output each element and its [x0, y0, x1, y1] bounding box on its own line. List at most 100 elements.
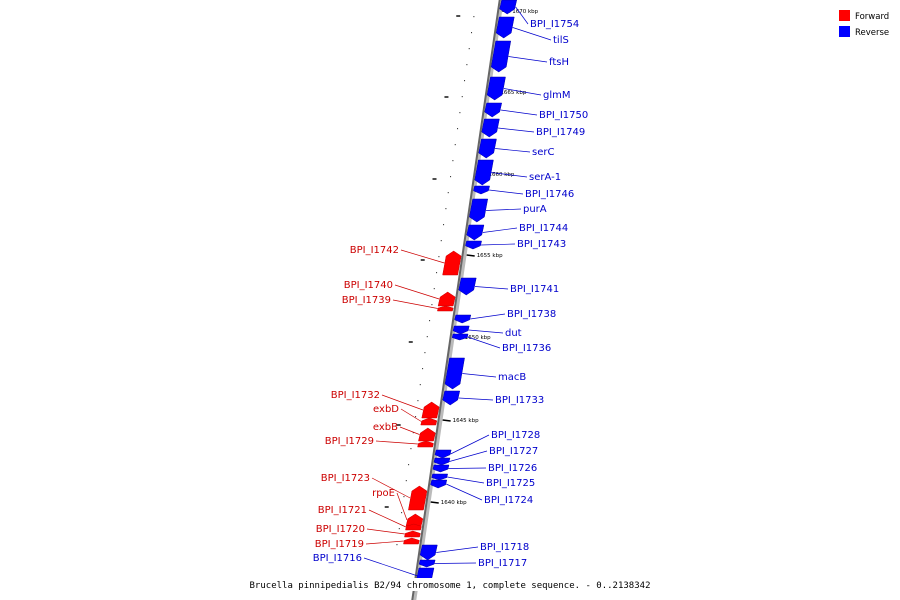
gene-arrow[interactable]	[444, 357, 465, 390]
gene-arrow[interactable]	[469, 198, 489, 223]
gene-label[interactable]: tilS	[553, 35, 569, 46]
gene-label[interactable]: BPI_I1746	[525, 189, 574, 200]
gene-label[interactable]: BPI_I1720	[316, 524, 365, 535]
gene-label[interactable]: BPI_I1750	[539, 110, 588, 121]
gene-BPI_I1728[interactable]: BPI_I1728	[434, 430, 540, 459]
gene-BPI_I1740[interactable]: BPI_I1740	[344, 280, 456, 307]
gene-BPI_I1717[interactable]: BPI_I1717	[418, 558, 527, 569]
gene-arrow[interactable]	[408, 485, 428, 511]
gene-label[interactable]: purA	[523, 204, 547, 215]
gene-arrow[interactable]	[442, 250, 462, 276]
gene-BPI_I1723[interactable]: BPI_I1723	[321, 473, 428, 511]
gene-arrow[interactable]	[420, 417, 438, 426]
gene-arrow[interactable]	[431, 473, 448, 481]
gene-BPI_I1746[interactable]: BPI_I1746	[473, 185, 574, 200]
gene-BPI_I1719[interactable]: BPI_I1719	[315, 537, 420, 550]
gene-BPI_I1718[interactable]: BPI_I1718	[419, 542, 529, 561]
gene-arrow[interactable]	[490, 40, 512, 73]
gene-label[interactable]: serC	[532, 147, 554, 158]
gene-BPI_I1736[interactable]: BPI_I1736	[451, 333, 551, 354]
gene-label[interactable]: exbD	[373, 404, 399, 415]
gene-label[interactable]: BPI_I1728	[491, 430, 540, 441]
gene-tilS[interactable]: tilS	[495, 16, 569, 46]
gene-BPI_I1725[interactable]: BPI_I1725	[431, 473, 535, 489]
gene-label[interactable]: BPI_I1733	[495, 395, 544, 406]
gene-label[interactable]: BPI_I1717	[478, 558, 527, 569]
gene-arrow[interactable]	[473, 185, 490, 195]
gene-serA-1[interactable]: serA-1	[474, 159, 561, 186]
gene-BPI_I1724[interactable]: BPI_I1724	[430, 479, 534, 506]
gene-label[interactable]: BPI_I1738	[507, 309, 556, 320]
gene-BPI_I1741[interactable]: BPI_I1741	[458, 277, 560, 296]
gene-arrow[interactable]	[419, 544, 438, 561]
gene-exbD[interactable]: exbD	[373, 404, 438, 426]
gene-arrow[interactable]	[437, 305, 454, 312]
gene-label[interactable]: BPI_I1744	[519, 223, 568, 234]
gene-BPI_I1743[interactable]: BPI_I1743	[465, 239, 566, 250]
gene-arrow[interactable]	[458, 277, 477, 296]
gene-label[interactable]: BPI_I1740	[344, 280, 393, 291]
gene-label[interactable]: ftsH	[549, 57, 569, 68]
gene-ftsH[interactable]: ftsH	[490, 40, 569, 73]
gene-glmM[interactable]: glmM	[486, 76, 571, 101]
gene-label[interactable]: BPI_I1727	[489, 446, 538, 457]
gene-label[interactable]: BPI_I1741	[510, 284, 559, 295]
gene-arrow[interactable]	[403, 537, 420, 545]
gene-arrow[interactable]	[465, 240, 482, 250]
gene-arrow[interactable]	[437, 291, 456, 307]
gene-label[interactable]: BPI_I1739	[342, 295, 391, 306]
gene-serC[interactable]: serC	[478, 138, 555, 159]
gene-label[interactable]: rpoE	[372, 488, 395, 499]
gene-arrow[interactable]	[495, 16, 515, 39]
gene-arrow[interactable]	[454, 314, 472, 324]
gene-arrow[interactable]	[433, 457, 451, 466]
gene-label[interactable]: BPI_I1743	[517, 239, 566, 250]
gene-arrow[interactable]	[486, 76, 506, 101]
gene-purA[interactable]: purA	[469, 198, 547, 223]
gene-arrow[interactable]	[478, 138, 497, 159]
gene-label[interactable]: serA-1	[529, 172, 561, 183]
gene-arrow[interactable]	[418, 427, 436, 442]
gene-label[interactable]: BPI_I1725	[486, 478, 535, 489]
gene-arrow[interactable]	[430, 479, 448, 489]
gene-BPI_I1739[interactable]: BPI_I1739	[342, 295, 454, 312]
gene-arrow[interactable]	[481, 118, 500, 138]
gene-label[interactable]: BPI_I1749	[536, 127, 585, 138]
gene-label[interactable]: BPI_I1716	[313, 553, 362, 564]
gene-arrow[interactable]	[466, 224, 485, 241]
gene-label[interactable]: BPI_I1736	[502, 343, 551, 354]
gene-label[interactable]: BPI_I1724	[484, 495, 533, 506]
gene-label[interactable]: BPI_I1723	[321, 473, 370, 484]
gene-label[interactable]: BPI_I1729	[325, 436, 374, 447]
gene-BPI_I1720[interactable]: BPI_I1720	[316, 524, 421, 538]
gene-BPI_I1754[interactable]: BPI_I1754	[499, 0, 580, 30]
gene-label[interactable]: BPI_I1732	[331, 390, 380, 401]
gene-exbB[interactable]: exbB	[373, 422, 436, 442]
gene-label[interactable]: BPI_I1754	[530, 19, 579, 30]
gene-arrow[interactable]	[474, 159, 494, 186]
gene-label[interactable]: exbB	[373, 422, 398, 433]
gene-arrow[interactable]	[442, 390, 461, 406]
gene-BPI_I1738[interactable]: BPI_I1738	[454, 309, 557, 324]
gene-arrow[interactable]	[499, 0, 517, 15]
gene-label[interactable]: dut	[505, 328, 522, 339]
gene-BPI_I1733[interactable]: BPI_I1733	[442, 390, 545, 406]
gene-arrow[interactable]	[418, 559, 436, 568]
gene-label[interactable]: BPI_I1726	[488, 463, 537, 474]
gene-BPI_I1744[interactable]: BPI_I1744	[466, 223, 569, 241]
gene-arrow[interactable]	[404, 530, 421, 538]
gene-BPI_I1726[interactable]: BPI_I1726	[432, 463, 537, 474]
gene-label[interactable]: BPI_I1721	[318, 505, 367, 516]
gene-BPI_I1727[interactable]: BPI_I1727	[433, 446, 538, 466]
gene-arrow[interactable]	[432, 464, 450, 473]
gene-label[interactable]: BPI_I1718	[480, 542, 529, 553]
gene-label[interactable]: BPI_I1719	[315, 539, 364, 550]
gene-rpoE[interactable]: rpoE	[372, 488, 424, 527]
gene-BPI_I1729[interactable]: BPI_I1729	[325, 436, 434, 448]
gene-BPI_I1749[interactable]: BPI_I1749	[481, 118, 586, 138]
gene-arrow[interactable]	[484, 102, 503, 118]
gene-label[interactable]: BPI_I1742	[350, 245, 399, 256]
gene-arrow[interactable]	[405, 523, 422, 531]
gene-BPI_I1750[interactable]: BPI_I1750	[484, 102, 589, 121]
gene-label[interactable]: glmM	[543, 90, 571, 101]
